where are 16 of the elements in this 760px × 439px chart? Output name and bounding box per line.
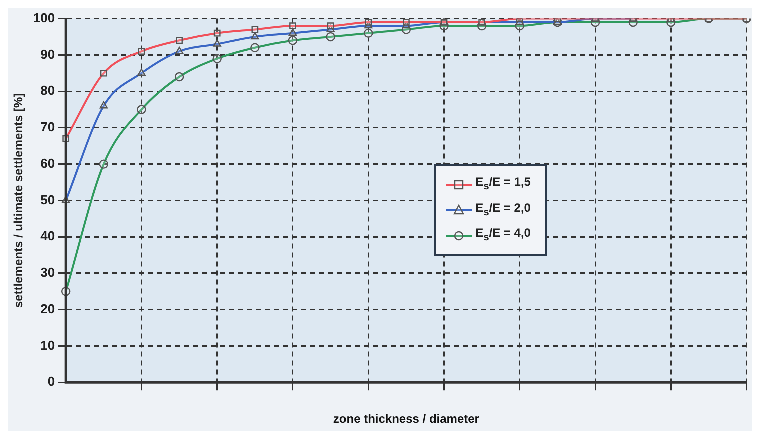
y-tick-label: 10 bbox=[40, 338, 56, 353]
x-axis-title: zone thickness / diameter bbox=[333, 412, 480, 426]
y-tick-label: 50 bbox=[40, 192, 56, 208]
y-tick-label: 30 bbox=[40, 265, 56, 280]
y-tick-label: 60 bbox=[40, 156, 56, 171]
y-tick-label: 40 bbox=[40, 228, 56, 244]
y-tick-label: 0 bbox=[48, 374, 56, 390]
y-tick-label: 80 bbox=[40, 83, 56, 98]
y-tick-label: 70 bbox=[40, 120, 56, 135]
y-tick-label: 20 bbox=[40, 301, 56, 316]
y-axis-title: settlements / ultimate settlements [%] bbox=[12, 93, 26, 308]
y-tick-label: 100 bbox=[33, 10, 56, 26]
legend-label: E$_{s}$/E = 2,0 bbox=[476, 200, 531, 220]
legend-label: E$_{s}$/E = 4,0 bbox=[476, 225, 531, 246]
legend-label: E$_{s}$/E = 1,5 bbox=[476, 174, 531, 195]
y-tick-label: 90 bbox=[40, 46, 56, 62]
